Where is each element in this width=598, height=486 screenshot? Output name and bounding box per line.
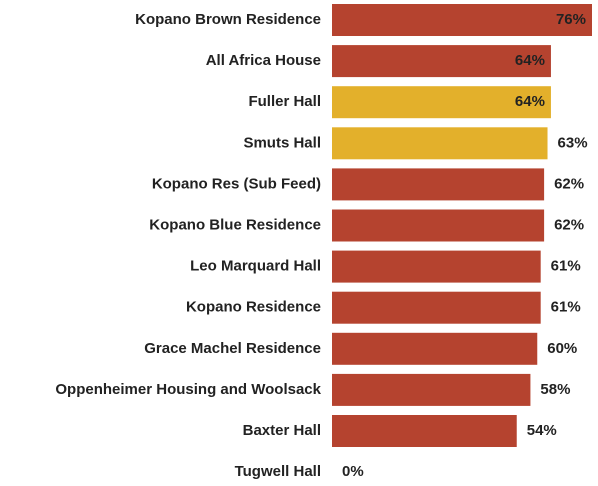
category-label: All Africa House [206,52,321,69]
category-label: Leo Marquard Hall [190,258,321,275]
category-label: Tugwell Hall [235,463,321,480]
category-label: Kopano Res (Sub Feed) [152,175,321,192]
bar [332,209,545,242]
value-label: 62% [554,216,584,233]
value-label: 0% [342,463,364,480]
category-label: Oppenheimer Housing and Woolsack [55,381,321,398]
value-label: 61% [551,299,581,316]
bar [332,415,517,447]
value-label: 64% [515,93,545,110]
bar [332,373,531,406]
value-label: 58% [540,381,570,398]
value-label: 62% [554,175,584,192]
category-label: Fuller Hall [248,93,321,110]
value-label: 61% [551,258,581,275]
bar [332,45,551,78]
bar [332,291,541,324]
value-label: 60% [547,340,577,357]
bar [332,168,545,201]
value-label: 54% [527,422,557,439]
bar [332,332,538,365]
category-label: Kopano Residence [186,299,321,316]
bar [332,250,541,283]
category-label: Baxter Hall [243,422,321,439]
value-label: 64% [515,52,545,69]
category-label: Kopano Brown Residence [135,11,321,28]
category-label: Kopano Blue Residence [149,216,321,233]
category-label: Grace Machel Residence [144,340,321,357]
bar [332,4,592,36]
bar [332,127,548,160]
category-label: Smuts Hall [243,134,321,151]
value-label: 76% [556,11,586,28]
value-label: 63% [558,134,588,151]
bar [332,86,551,119]
